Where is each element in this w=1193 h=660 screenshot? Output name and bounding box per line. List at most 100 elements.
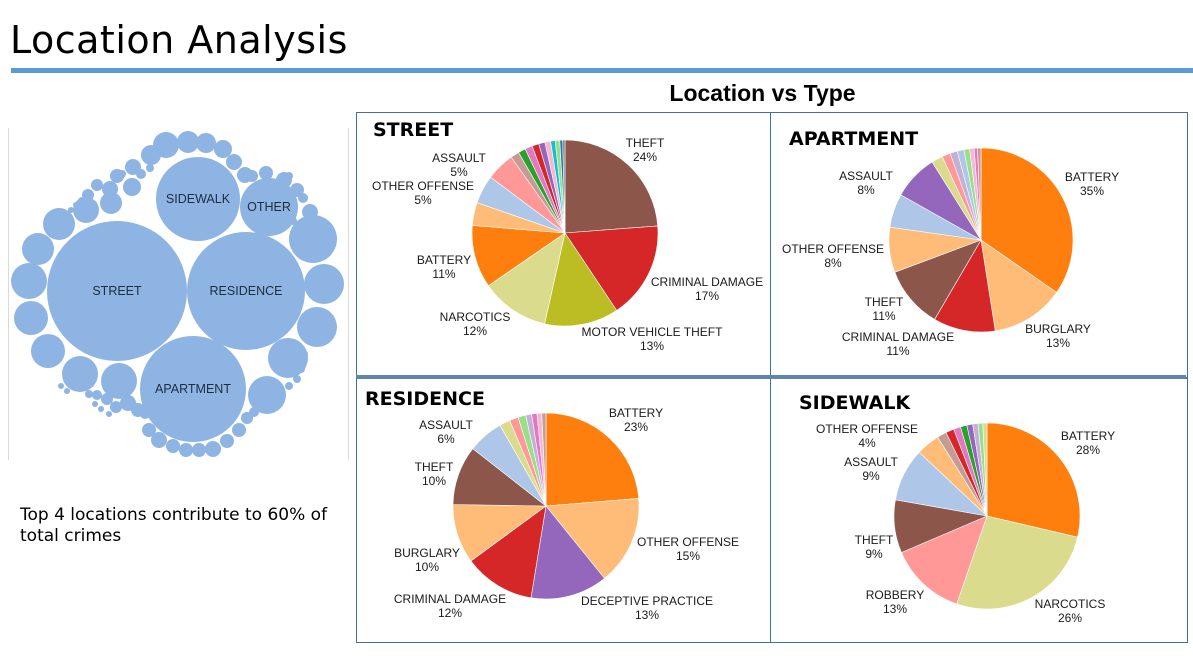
sidewalk-label-assault-percent: 9% bbox=[862, 469, 880, 483]
residence-slice-battery bbox=[545, 412, 640, 507]
apartment-label-burglary: BURGLARY bbox=[1025, 322, 1091, 336]
title-divider bbox=[11, 68, 1193, 73]
apartment-pie-panel: APARTMENT BATTERY 35% BURGLARY 13% CRIMINAL … bbox=[770, 112, 1188, 378]
minor-location-bubble bbox=[297, 307, 337, 347]
minor-location-bubble bbox=[142, 423, 156, 437]
street-label-narcotics-percent: 12% bbox=[463, 324, 487, 338]
minor-location-bubble bbox=[289, 215, 337, 263]
location-bubble-chart: STREET RESIDENCE APARTMENT SIDEWALK OTHER bbox=[8, 128, 349, 460]
minor-location-bubble bbox=[91, 179, 103, 191]
minor-location-bubble bbox=[151, 432, 167, 448]
street-label-narcotics: NARCOTICS bbox=[440, 310, 511, 324]
minor-location-bubble bbox=[259, 166, 273, 180]
street-label-battery: BATTERY bbox=[417, 253, 471, 267]
street-slice-criminal-damage bbox=[564, 225, 659, 311]
sidewalk-label-battery-percent: 28% bbox=[1076, 443, 1100, 457]
sidewalk-slice-narcotics bbox=[956, 515, 1078, 610]
street-label-other-offense-percent: 5% bbox=[414, 193, 432, 207]
street-label-criminal-damage: CRIMINAL DAMAGE bbox=[651, 275, 763, 289]
residence-label-deceptive-practice: DECEPTIVE PRACTICE bbox=[581, 594, 713, 608]
apartment-pie-title: APARTMENT bbox=[789, 128, 919, 150]
minor-location-bubble bbox=[226, 154, 242, 170]
residence-label-assault: ASSAULT bbox=[419, 418, 473, 432]
minor-location-bubble bbox=[62, 356, 98, 392]
apartment-label-assault: ASSAULT bbox=[839, 169, 893, 183]
minor-location-bubble bbox=[98, 406, 104, 412]
street-label-criminal-damage-percent: 17% bbox=[695, 289, 719, 303]
minor-location-bubble bbox=[58, 383, 64, 389]
minor-location-bubble bbox=[92, 401, 98, 407]
minor-location-bubble bbox=[110, 401, 122, 413]
residence-pie-title: RESIDENCE bbox=[365, 388, 485, 410]
sidewalk-label-robbery: ROBBERY bbox=[866, 588, 924, 602]
street-pie-title: STREET bbox=[373, 119, 454, 141]
sidewalk-label-robbery-percent: 13% bbox=[883, 602, 907, 616]
sidewalk-label-battery: BATTERY bbox=[1061, 429, 1115, 443]
minor-location-bubble bbox=[101, 393, 113, 405]
street-label-battery-percent: 11% bbox=[432, 267, 455, 281]
minor-location-bubble bbox=[73, 197, 99, 223]
sidewalk-bubble-label: SIDEWALK bbox=[166, 192, 231, 206]
street-label-motor-vehicle-theft: MOTOR VEHICLE THEFT bbox=[582, 325, 724, 339]
apartment-label-other-offense: OTHER OFFENSE bbox=[782, 242, 884, 256]
minor-location-bubble bbox=[118, 170, 126, 178]
sidewalk-label-other-offense: OTHER OFFENSE bbox=[816, 422, 918, 436]
residence-label-battery-percent: 23% bbox=[624, 420, 648, 434]
minor-location-bubble bbox=[11, 263, 47, 299]
residence-label-deceptive-practice-percent: 13% bbox=[635, 608, 659, 622]
minor-location-bubble bbox=[64, 388, 70, 394]
street-slice-theft bbox=[564, 139, 659, 234]
apartment-label-other-offense-percent: 8% bbox=[824, 256, 842, 270]
sidewalk-label-theft: THEFT bbox=[855, 533, 894, 547]
bubble-chart-svg: STREET RESIDENCE APARTMENT SIDEWALK OTHER bbox=[11, 131, 344, 457]
minor-location-bubble bbox=[246, 170, 258, 182]
page-title: Location Analysis bbox=[10, 18, 348, 62]
minor-location-bubble bbox=[298, 193, 308, 203]
residence-label-other-offense-percent: 15% bbox=[676, 549, 700, 563]
apartment-label-theft-percent: 11% bbox=[872, 309, 895, 323]
panel-divider bbox=[356, 375, 1186, 379]
residence-label-assault-percent: 6% bbox=[437, 432, 455, 446]
apartment-label-battery-percent: 35% bbox=[1080, 184, 1104, 198]
minor-location-bubble bbox=[302, 204, 318, 220]
street-label-assault-percent: 5% bbox=[450, 165, 468, 179]
other-bubble bbox=[240, 178, 298, 236]
minor-location-bubble bbox=[293, 375, 301, 383]
sidewalk-label-narcotics: NARCOTICS bbox=[1035, 597, 1106, 611]
sidewalk-label-other-offense-percent: 4% bbox=[858, 436, 876, 450]
apartment-label-burglary-percent: 13% bbox=[1046, 336, 1070, 350]
sidewalk-label-theft-percent: 9% bbox=[865, 547, 883, 561]
apartment-label-criminal-damage-percent: 11% bbox=[886, 344, 909, 358]
minor-location-bubble bbox=[102, 181, 118, 197]
sidewalk-label-assault: ASSAULT bbox=[844, 455, 898, 469]
minor-location-bubble bbox=[101, 363, 137, 399]
apartment-slice-battery bbox=[980, 147, 1074, 293]
minor-location-bubble bbox=[123, 178, 141, 196]
minor-location-bubble bbox=[177, 131, 199, 153]
summary-text: Top 4 locations contribute to 60% of tot… bbox=[20, 505, 328, 546]
residence-slice-other-offense bbox=[545, 498, 640, 579]
apartment-label-theft: THEFT bbox=[865, 295, 904, 309]
street-pie-panel: STREET THEFT 24% CRIMINAL DAMAGE 17% MOTOR V… bbox=[356, 112, 772, 378]
sidewalk-slice-minor-13 bbox=[982, 422, 988, 517]
street-slice-minor-17 bbox=[562, 139, 566, 234]
minor-location-bubble bbox=[92, 390, 102, 400]
residence-pie-panel: RESIDENCE BATTERY 23% OTHER OFFENSE 15% DECE… bbox=[356, 378, 772, 643]
sidewalk-pie-title: SIDEWALK bbox=[799, 392, 911, 414]
sidewalk-pie-panel: SIDEWALK BATTERY 28% NARCOTICS 26% ROBBERY 13… bbox=[770, 378, 1188, 643]
sidewalk-bubble bbox=[156, 157, 240, 241]
residence-label-other-offense: OTHER OFFENSE bbox=[637, 535, 739, 549]
residence-label-theft-percent: 10% bbox=[422, 474, 446, 488]
minor-location-bubble bbox=[43, 208, 75, 240]
apartment-bubble-label: APARTMENT bbox=[155, 382, 231, 396]
apartment-label-criminal-damage: CRIMINAL DAMAGE bbox=[842, 330, 954, 344]
sidewalk-slice-robbery bbox=[901, 515, 988, 605]
minor-location-bubble bbox=[279, 390, 285, 396]
sidewalk-label-narcotics-percent: 26% bbox=[1058, 611, 1082, 625]
minor-location-bubble bbox=[249, 407, 259, 417]
residence-label-criminal-damage: CRIMINAL DAMAGE bbox=[394, 592, 506, 606]
minor-location-bubble bbox=[31, 334, 65, 368]
street-slice-motor-vehicle-theft bbox=[544, 232, 618, 327]
sidewalk-pie-svg: BATTERY28%NARCOTICS26%ROBBERY13%THEFT9%A… bbox=[816, 422, 1115, 625]
